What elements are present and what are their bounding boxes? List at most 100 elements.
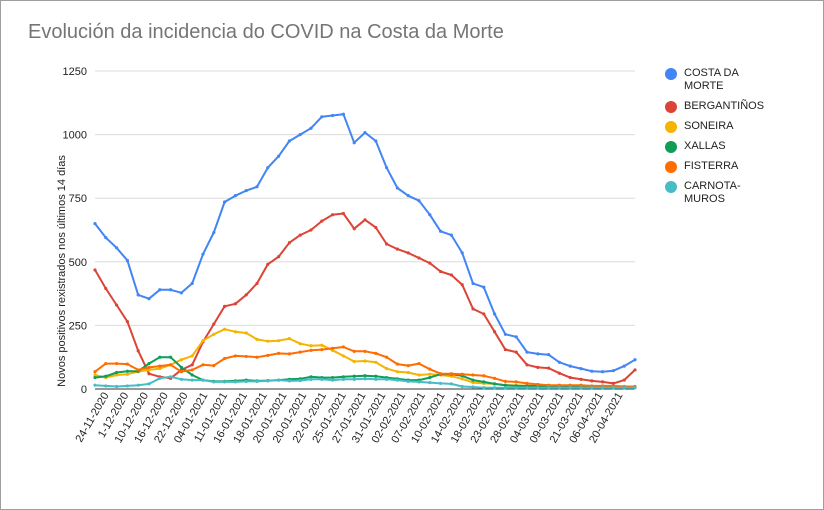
data-point xyxy=(287,139,291,143)
data-point xyxy=(255,379,259,383)
data-point xyxy=(136,368,140,372)
data-point xyxy=(179,370,183,374)
data-point xyxy=(244,354,248,359)
data-point xyxy=(190,368,194,372)
data-point xyxy=(136,383,140,387)
data-point xyxy=(460,384,464,389)
data-point xyxy=(93,222,97,226)
data-point xyxy=(233,194,237,198)
data-point xyxy=(266,379,270,383)
data-point xyxy=(352,359,356,364)
data-point xyxy=(460,251,464,255)
data-point xyxy=(147,382,151,386)
data-point xyxy=(417,199,421,203)
data-point xyxy=(471,385,475,389)
data-point xyxy=(601,386,605,390)
data-point xyxy=(169,375,173,379)
data-point xyxy=(428,375,432,380)
data-point xyxy=(309,228,313,232)
data-point xyxy=(514,335,518,339)
legend-marker xyxy=(665,161,677,173)
data-point xyxy=(93,370,97,374)
data-point xyxy=(374,351,378,355)
data-point xyxy=(244,293,248,297)
y-tick-label: 1000 xyxy=(63,130,87,142)
data-point xyxy=(363,218,367,222)
data-point xyxy=(363,377,367,381)
data-point xyxy=(201,378,205,382)
data-point xyxy=(503,332,507,336)
data-point xyxy=(568,375,572,380)
data-point xyxy=(309,344,313,348)
data-point xyxy=(125,372,129,376)
data-point xyxy=(439,229,443,233)
data-point xyxy=(115,373,119,377)
data-point xyxy=(449,273,453,277)
data-point xyxy=(147,297,151,301)
data-point xyxy=(449,382,453,386)
data-point xyxy=(525,363,529,367)
data-point xyxy=(341,375,345,379)
data-point xyxy=(385,242,389,246)
data-point xyxy=(244,331,248,335)
data-point xyxy=(428,381,432,385)
data-point xyxy=(557,360,562,364)
data-point xyxy=(287,379,291,383)
data-point xyxy=(179,291,183,295)
legend-label: XALLAS xyxy=(684,140,726,152)
data-point xyxy=(266,353,270,358)
data-point xyxy=(104,236,108,240)
data-point xyxy=(309,348,313,352)
data-point xyxy=(568,364,572,368)
data-point xyxy=(536,386,540,390)
data-point xyxy=(223,304,227,308)
data-point xyxy=(190,373,194,377)
data-point xyxy=(277,255,281,259)
series-line-0 xyxy=(94,113,636,373)
legend-label: SONEIRA xyxy=(684,120,734,132)
data-point xyxy=(428,213,432,217)
data-point xyxy=(395,247,399,251)
data-point xyxy=(115,361,119,366)
data-point xyxy=(417,380,421,384)
data-point xyxy=(309,375,313,379)
data-point xyxy=(536,352,540,356)
data-point xyxy=(320,377,324,381)
data-point xyxy=(298,379,302,383)
data-point xyxy=(158,364,162,368)
data-point xyxy=(147,365,151,369)
legend-item: XALLAS xyxy=(665,140,815,153)
data-point xyxy=(179,365,183,369)
data-point xyxy=(547,383,551,387)
data-point xyxy=(298,233,302,237)
data-point xyxy=(125,319,129,324)
data-point xyxy=(104,361,108,366)
legend-marker xyxy=(665,121,677,133)
data-point xyxy=(611,386,616,390)
data-point xyxy=(557,371,562,375)
data-point xyxy=(255,355,259,359)
data-point xyxy=(341,354,345,358)
data-point xyxy=(158,376,162,380)
data-point xyxy=(568,383,572,387)
data-point xyxy=(493,312,497,316)
data-point xyxy=(277,339,281,343)
data-point xyxy=(212,230,216,235)
data-point xyxy=(525,381,529,386)
data-point xyxy=(341,112,345,116)
data-point xyxy=(352,377,356,381)
legend-item: SONEIRA xyxy=(665,120,815,133)
data-point xyxy=(125,384,129,388)
data-point xyxy=(169,355,173,359)
data-point xyxy=(255,185,259,189)
data-point xyxy=(385,367,389,371)
data-point xyxy=(579,367,583,371)
y-tick-label: 1250 xyxy=(63,66,87,78)
data-point xyxy=(233,354,237,358)
data-point xyxy=(449,372,453,376)
data-point xyxy=(201,339,205,343)
data-point xyxy=(374,374,378,378)
data-point xyxy=(395,378,399,382)
